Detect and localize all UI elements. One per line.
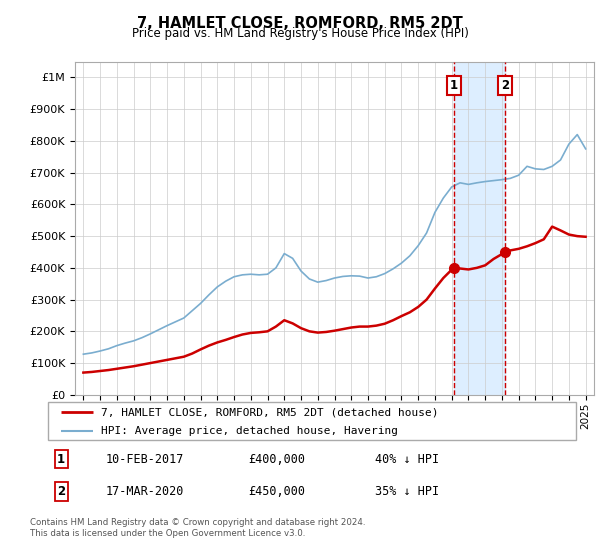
Text: 10-FEB-2017: 10-FEB-2017	[106, 453, 184, 466]
Text: 17-MAR-2020: 17-MAR-2020	[106, 485, 184, 498]
FancyBboxPatch shape	[48, 402, 576, 440]
Text: Contains HM Land Registry data © Crown copyright and database right 2024.: Contains HM Land Registry data © Crown c…	[30, 518, 365, 527]
Bar	[454, 62, 505, 395]
Text: £400,000: £400,000	[248, 453, 305, 466]
Text: HPI: Average price, detached house, Havering: HPI: Average price, detached house, Have…	[101, 426, 398, 436]
Text: 35% ↓ HPI: 35% ↓ HPI	[376, 485, 439, 498]
Text: Price paid vs. HM Land Registry's House Price Index (HPI): Price paid vs. HM Land Registry's House …	[131, 27, 469, 40]
Text: 7, HAMLET CLOSE, ROMFORD, RM5 2DT (detached house): 7, HAMLET CLOSE, ROMFORD, RM5 2DT (detac…	[101, 407, 438, 417]
Text: 40% ↓ HPI: 40% ↓ HPI	[376, 453, 439, 466]
Text: 2: 2	[502, 79, 509, 92]
Text: £450,000: £450,000	[248, 485, 305, 498]
Text: 1: 1	[57, 453, 65, 466]
Text: This data is licensed under the Open Government Licence v3.0.: This data is licensed under the Open Gov…	[30, 529, 305, 538]
Text: 7, HAMLET CLOSE, ROMFORD, RM5 2DT: 7, HAMLET CLOSE, ROMFORD, RM5 2DT	[137, 16, 463, 31]
Text: 2: 2	[57, 485, 65, 498]
Text: 1: 1	[449, 79, 458, 92]
